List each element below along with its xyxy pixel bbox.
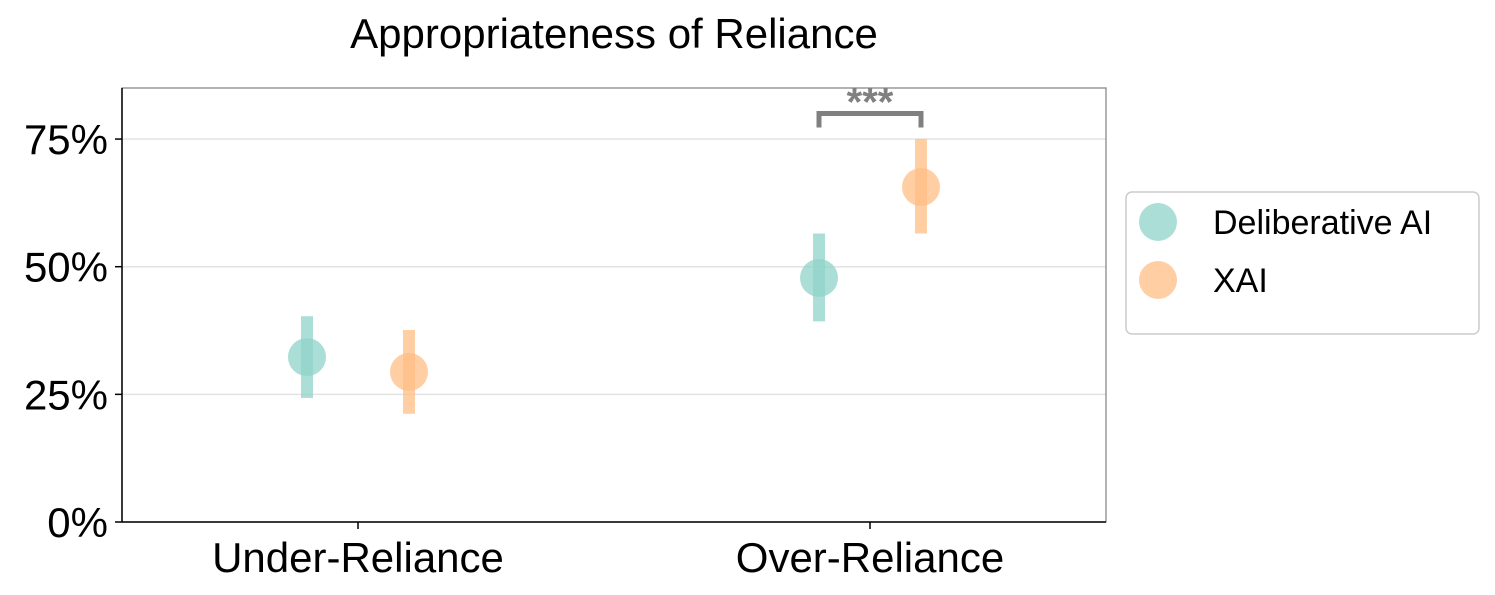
legend-marker <box>1139 203 1177 241</box>
legend-label: Deliberative AI <box>1213 204 1432 242</box>
x-tick-label: Over-Reliance <box>736 534 1004 581</box>
data-point <box>288 338 326 377</box>
significance-label: *** <box>847 81 894 125</box>
x-axis-ticks: Under-Reliance Over-Reliance <box>212 522 1004 581</box>
y-tick-label: 50% <box>24 244 108 291</box>
data-marks <box>288 139 940 414</box>
data-point <box>800 258 838 297</box>
significance-annotations: *** <box>816 81 924 128</box>
y-tick-label: 0% <box>47 499 108 546</box>
data-point <box>390 352 428 391</box>
legend-marker <box>1139 261 1177 299</box>
chart-title: Appropriateness of Reliance <box>350 10 878 57</box>
data-point <box>902 168 940 207</box>
y-tick-label: 25% <box>24 371 108 418</box>
y-axis-ticks: 0% 25% 50% 75% <box>24 116 122 546</box>
grid-lines <box>122 138 1106 396</box>
significance-bracket <box>816 111 924 128</box>
legend: Deliberative AI XAI <box>1125 191 1480 335</box>
y-tick-label: 75% <box>24 116 108 163</box>
x-tick-label: Under-Reliance <box>212 534 504 581</box>
legend-box <box>1125 191 1480 335</box>
plot-frame <box>121 87 1107 523</box>
legend-label: XAI <box>1213 262 1268 300</box>
